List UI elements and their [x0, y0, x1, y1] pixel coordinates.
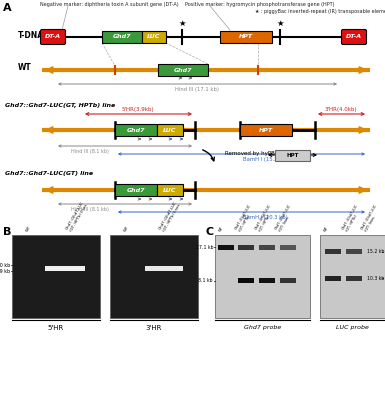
Text: Hind III (8.1 kb): Hind III (8.1 kb) [71, 207, 109, 212]
Text: ★ : piggyBac inverted-repeat (IR) transposable element: ★ : piggyBac inverted-repeat (IR) transp… [255, 9, 385, 14]
Bar [142, 31, 166, 43]
Text: T-DNA: T-DNA [18, 30, 44, 40]
Bar [157, 124, 183, 136]
Text: ★: ★ [178, 19, 186, 28]
Text: 3.9 kb: 3.9 kb [0, 269, 10, 274]
Text: BamH I (10.3 kb): BamH I (10.3 kb) [243, 215, 287, 220]
Bar [215, 235, 310, 318]
Text: A: A [3, 3, 12, 13]
FancyBboxPatch shape [341, 30, 367, 44]
Text: Ghd7::Ghd7-LUC
(GT, HPTb): Ghd7::Ghd7-LUC (GT, HPTb) [341, 203, 363, 233]
Bar [275, 150, 310, 161]
Bar [238, 245, 254, 250]
Text: DT-A: DT-A [45, 34, 61, 40]
Text: Ghd7::Ghd7-LUC
(GT, HPTb): Ghd7::Ghd7-LUC (GT, HPTb) [254, 203, 276, 233]
Bar [346, 249, 362, 254]
Bar [115, 184, 157, 196]
Text: Ghd7::Ghd7-LUC(GT, HPTb) line: Ghd7::Ghd7-LUC(GT, HPTb) line [5, 104, 115, 108]
Text: 5'HR(3.9kb): 5'HR(3.9kb) [122, 107, 154, 112]
Bar [110, 235, 198, 318]
Text: 17.1 kb: 17.1 kb [196, 245, 213, 250]
Text: Removed by hyPBase: Removed by hyPBase [225, 150, 285, 156]
Text: 5'HR: 5'HR [48, 325, 64, 331]
Bar [259, 278, 275, 283]
Text: LUC: LUC [163, 128, 177, 132]
Bar [102, 31, 142, 43]
Bar [280, 245, 296, 250]
Text: WT: WT [123, 226, 130, 233]
Text: WT: WT [25, 226, 32, 233]
Bar [238, 278, 254, 283]
Text: Positive marker: hygromycin phosphotransferase gene (HPT): Positive marker: hygromycin phosphotrans… [185, 2, 335, 7]
Text: 4.0 kb: 4.0 kb [0, 263, 10, 268]
Text: DT-A: DT-A [346, 34, 362, 40]
Text: Ghd7: Ghd7 [127, 128, 145, 132]
Bar [346, 276, 362, 281]
Text: Ghd7: Ghd7 [127, 188, 145, 192]
Text: ★: ★ [276, 19, 284, 28]
Bar [218, 245, 234, 250]
Text: Ghd7::Ghd7-LUC
(GT, HPTb) lines: Ghd7::Ghd7-LUC (GT, HPTb) lines [65, 200, 89, 233]
Text: Hind III (8.1 kb): Hind III (8.1 kb) [71, 149, 109, 154]
Bar [115, 124, 157, 136]
Text: 15.2 kb: 15.2 kb [367, 249, 384, 254]
Text: B: B [3, 227, 12, 237]
Text: Ghd7::Ghd7-LUC
(GT, HPTb) lines: Ghd7::Ghd7-LUC (GT, HPTb) lines [158, 200, 182, 233]
Bar [12, 235, 100, 318]
Bar [145, 266, 183, 271]
Text: Ghd7: Ghd7 [174, 68, 192, 72]
Text: HPT: HPT [286, 153, 299, 158]
Bar [280, 278, 296, 283]
Text: Negative marker: diphtheria toxin A subunit gene (DT-A): Negative marker: diphtheria toxin A subu… [40, 2, 179, 7]
Text: 8.1 kb: 8.1 kb [199, 278, 213, 283]
Text: LUC probe: LUC probe [336, 325, 369, 330]
Text: 10.3 kb: 10.3 kb [367, 276, 384, 281]
Bar [325, 249, 341, 254]
Text: HPT: HPT [239, 34, 253, 40]
Text: WT: WT [18, 64, 32, 72]
Text: Ghd7::Ghd7-LUC(GT) line: Ghd7::Ghd7-LUC(GT) line [5, 172, 93, 176]
Bar [157, 184, 183, 196]
Text: 3'HR(4.0kb): 3'HR(4.0kb) [325, 107, 357, 112]
Text: 3'HR: 3'HR [146, 325, 162, 331]
Bar [320, 235, 385, 318]
Bar [220, 31, 272, 43]
Text: WT: WT [218, 226, 224, 233]
Bar [45, 266, 85, 271]
Text: C: C [205, 227, 213, 237]
Bar [259, 245, 275, 250]
Text: HPT: HPT [259, 128, 273, 132]
Text: Ghd7::Ghd7-LUC
(GT, HPTb): Ghd7::Ghd7-LUC (GT, HPTb) [234, 203, 256, 233]
Text: Hind III (17.1 kb): Hind III (17.1 kb) [175, 87, 219, 92]
FancyBboxPatch shape [40, 30, 65, 44]
Text: Ghd7::Ghd7-LUC
(GT) lines: Ghd7::Ghd7-LUC (GT) lines [274, 203, 296, 233]
Text: BamH I (15.2 kb): BamH I (15.2 kb) [243, 157, 288, 162]
Bar [240, 124, 292, 136]
Text: LUC: LUC [163, 188, 177, 192]
Text: LUC: LUC [147, 34, 161, 40]
Text: Ghd7::Ghd7-LUC
(GT) lines: Ghd7::Ghd7-LUC (GT) lines [360, 203, 382, 233]
Bar [158, 64, 208, 76]
Text: Ghd7: Ghd7 [113, 34, 131, 40]
Text: Ghd7 probe: Ghd7 probe [244, 325, 281, 330]
Text: WT: WT [323, 226, 329, 233]
Bar [325, 276, 341, 281]
